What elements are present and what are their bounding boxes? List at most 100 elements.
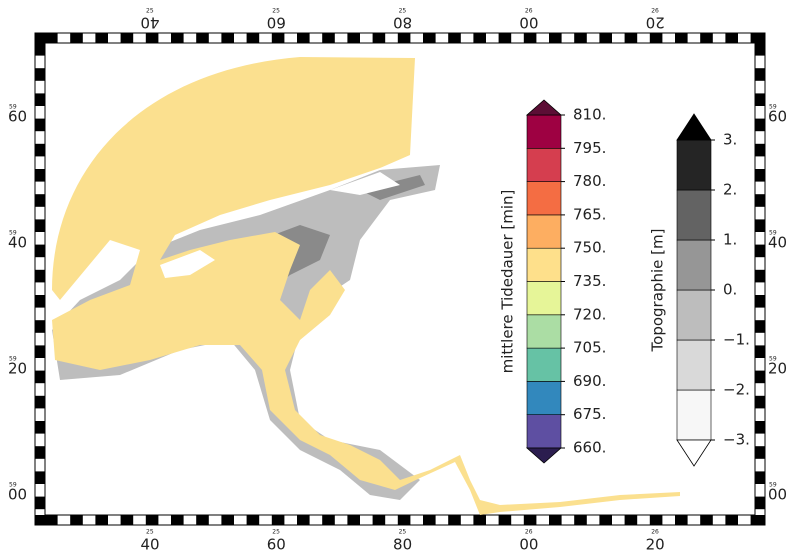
y-label-right: 60 [768,108,787,126]
frame-check [599,33,612,43]
frame-check [448,515,461,525]
frame-check [372,515,386,525]
frame-check [120,33,134,43]
colorbar-bin [676,289,712,341]
colorbar-bin [676,139,712,191]
colorbar-tick-label: −2. [723,381,750,399]
frame-check [95,515,108,525]
frame-check [70,33,83,43]
colorbar-tick-label: 1. [723,231,737,249]
frame-corner [35,33,45,43]
frame-check [473,515,486,525]
colorbar-bin [526,314,562,349]
frame-check [755,244,765,258]
colorbar-bin [526,114,562,149]
frame-check [700,33,713,43]
colorbar-tick-label: 2. [723,181,737,199]
frame-check [35,421,45,434]
frame-check [755,194,765,207]
frame-check [196,515,209,525]
frame-check [372,33,386,43]
frame-check [675,515,688,525]
frame-check [35,395,45,409]
frame-check [35,93,45,106]
frame-check [347,515,360,525]
y-label: 60 [8,108,27,126]
frame-check [45,515,58,525]
colorbar-bin [526,414,562,449]
colorbar-under [525,447,563,464]
x-label-top: 40 [140,14,159,32]
colorbar-bin [676,239,712,291]
y-label-prefix-right: 59 [769,104,777,111]
frame: 2540254025602560258025802600260026202620… [8,8,787,554]
frame-check [35,68,45,81]
frame-check [35,345,45,358]
frame-check [35,244,45,258]
x-label-prefix-top: 25 [272,8,280,15]
colorbar-tick-label: 675. [573,405,606,423]
x-label: 80 [393,536,412,554]
colorbar-over [525,99,563,116]
colorbar-tick-label: −1. [723,331,750,349]
frame-check [624,33,638,43]
frame-check [35,320,45,333]
frame-check [70,515,83,525]
y-label-prefix-right: 59 [769,482,777,489]
x-label-top: 60 [267,14,286,32]
colorbar-tick-label: 660. [573,439,606,457]
x-label-prefix: 25 [146,529,154,536]
colorbar-tick-label: 0. [723,281,737,299]
colorbar-tick-label: 735. [573,272,606,290]
frame-check [171,515,184,525]
frame-check [35,219,45,232]
frame-check [35,269,45,283]
frame-corner [755,515,765,525]
y-label-prefix: 59 [9,356,17,363]
x-label-top: 80 [393,14,412,32]
colorbar-tick-label: 690. [573,372,606,390]
colorbar-bin [526,347,562,382]
x-label-prefix: 25 [399,529,407,536]
frame-check [423,33,436,43]
frame-check [755,471,765,484]
frame-check [95,33,108,43]
x-label-top: 20 [646,14,665,32]
frame-check [750,33,755,43]
colorbar-bin [676,389,712,441]
colorbar-tick-label: 780. [573,172,606,190]
frame-check [35,43,45,56]
colorbar-over [676,113,712,141]
y-label: 00 [8,486,27,504]
frame-check [35,194,45,207]
colorbar-tick-label: 705. [573,339,606,357]
frame-check [755,295,765,308]
frame-check [755,143,765,157]
frame-check [755,320,765,333]
colorbar-under [676,439,712,467]
frame-check [397,515,411,525]
colorbar-tick-label: 810. [573,106,606,124]
frame-check [700,515,713,525]
frame-check [549,515,562,525]
frame-corner [755,33,765,43]
colorbars: 660. 675. 690. 705. 720. 735. 750. 765. 780. 795.… [499,99,750,467]
islands [160,172,400,278]
colorbar-bin [676,189,712,241]
y-label: 20 [8,360,27,378]
frame-check [755,370,765,384]
frame-check [221,33,234,43]
y-label-right: 20 [768,360,787,378]
frame-check [649,33,663,43]
frame-check [322,33,335,43]
frame-check [35,446,45,459]
frame-check [35,295,45,308]
frame-check [755,68,765,81]
frame-check [755,446,765,459]
y-label-prefix-right: 59 [769,230,777,237]
frame-check [45,33,58,43]
frame-check [120,515,134,525]
y-label: 40 [8,234,27,252]
frame-check [347,33,360,43]
frame-check [271,33,285,43]
